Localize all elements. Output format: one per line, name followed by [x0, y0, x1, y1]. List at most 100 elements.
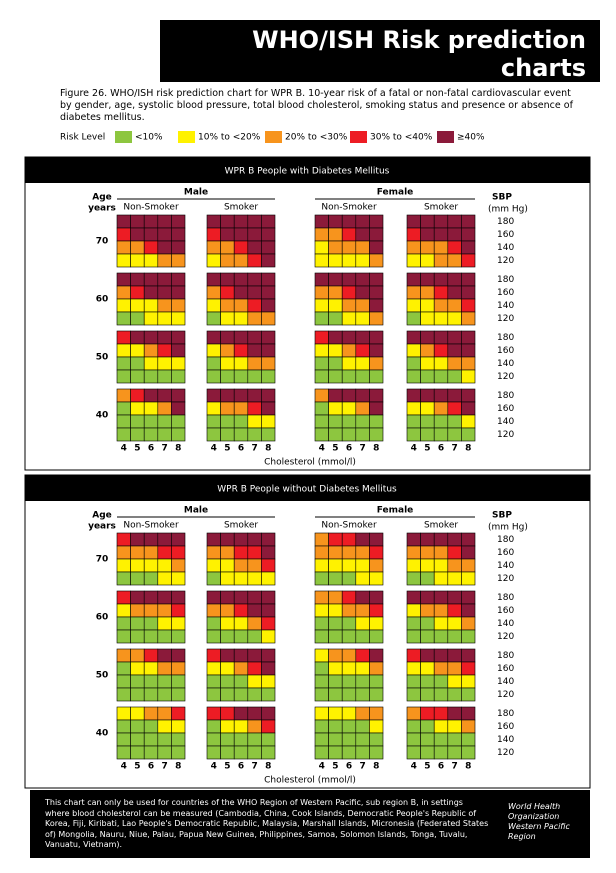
risk-cell	[355, 330, 370, 345]
risk-cell	[171, 706, 186, 721]
risk-cell	[261, 240, 276, 255]
risk-cell	[233, 706, 249, 721]
risk-cell	[355, 558, 370, 573]
risk-cell	[355, 590, 370, 605]
cholesterol-value: 7	[451, 444, 457, 454]
risk-cell	[420, 745, 435, 760]
risk-cell	[220, 674, 235, 689]
risk-cell	[130, 661, 145, 676]
cholesterol-value: 8	[175, 762, 181, 772]
risk-cell	[116, 571, 131, 586]
risk-cell	[143, 214, 159, 229]
risk-cell	[355, 369, 370, 384]
risk-cell	[314, 719, 329, 734]
risk-cell	[157, 253, 172, 268]
risk-cell	[130, 214, 145, 229]
risk-cell	[369, 311, 384, 326]
risk-cell	[369, 272, 384, 287]
risk-cell	[233, 253, 249, 268]
risk-cell	[206, 272, 221, 287]
risk-cell	[143, 616, 159, 631]
risk-cell	[220, 298, 235, 313]
risk-cell	[461, 674, 476, 689]
risk-cell	[171, 240, 186, 255]
sbp-value: 160	[497, 722, 514, 732]
risk-cell	[433, 414, 449, 429]
risk-cell	[420, 343, 435, 358]
risk-cell	[355, 532, 370, 547]
risk-cell	[461, 356, 476, 371]
cholesterol-value: 8	[373, 444, 379, 454]
risk-cell	[355, 240, 370, 255]
risk-cell	[157, 298, 172, 313]
risk-cell	[461, 629, 476, 644]
risk-cell	[143, 356, 159, 371]
risk-cell	[447, 532, 462, 547]
risk-cell	[206, 616, 221, 631]
risk-cell	[420, 558, 435, 573]
risk-cell	[261, 687, 276, 702]
risk-cell	[355, 227, 370, 242]
risk-cell	[220, 401, 235, 416]
risk-cell	[341, 330, 357, 345]
risk-cell	[314, 629, 329, 644]
risk-cell	[369, 603, 384, 618]
risk-cell	[328, 648, 343, 663]
cholesterol-value: 7	[359, 444, 365, 454]
risk-cell	[116, 532, 131, 547]
risk-cell	[314, 214, 329, 229]
risk-cell	[369, 745, 384, 760]
risk-cell	[220, 240, 235, 255]
risk-cell	[406, 414, 421, 429]
risk-cell	[143, 648, 159, 663]
risk-cell	[447, 590, 462, 605]
cholesterol-value: 4	[211, 444, 217, 454]
risk-cell	[447, 414, 462, 429]
risk-cell	[447, 343, 462, 358]
risk-cell	[369, 558, 384, 573]
age-label: Age	[92, 193, 112, 203]
sbp-value: 160	[497, 230, 514, 240]
risk-cell	[247, 732, 262, 747]
risk-cell	[461, 706, 476, 721]
cholesterol-value: 6	[238, 762, 244, 772]
risk-cell	[261, 558, 276, 573]
risk-cell	[369, 240, 384, 255]
risk-cell	[369, 227, 384, 242]
risk-cell	[369, 674, 384, 689]
risk-cell	[130, 571, 145, 586]
cholesterol-value: 8	[465, 762, 471, 772]
risk-cell	[406, 590, 421, 605]
risk-cell	[220, 545, 235, 560]
risk-cell	[116, 272, 131, 287]
risk-cell	[206, 285, 221, 300]
risk-cell	[461, 298, 476, 313]
risk-cell	[447, 227, 462, 242]
risk-cell	[420, 629, 435, 644]
risk-cell	[406, 603, 421, 618]
risk-cell	[130, 298, 145, 313]
panel-title-bar	[25, 475, 590, 501]
risk-cell	[116, 285, 131, 300]
age-label: years	[88, 204, 116, 214]
risk-cell	[328, 401, 343, 416]
risk-cell	[157, 648, 172, 663]
risk-cell	[143, 272, 159, 287]
risk-cell	[369, 545, 384, 560]
risk-cell	[461, 745, 476, 760]
risk-cell	[157, 674, 172, 689]
risk-cell	[220, 330, 235, 345]
risk-cell	[328, 571, 343, 586]
risk-cell	[447, 369, 462, 384]
risk-cell	[406, 330, 421, 345]
sbp-value: 180	[497, 593, 514, 603]
risk-cell	[328, 687, 343, 702]
risk-cell	[157, 545, 172, 560]
risk-cell	[369, 285, 384, 300]
risk-cell	[171, 674, 186, 689]
risk-cell	[130, 648, 145, 663]
risk-cell	[341, 369, 357, 384]
risk-cell	[420, 369, 435, 384]
risk-cell	[314, 369, 329, 384]
risk-cell	[406, 558, 421, 573]
